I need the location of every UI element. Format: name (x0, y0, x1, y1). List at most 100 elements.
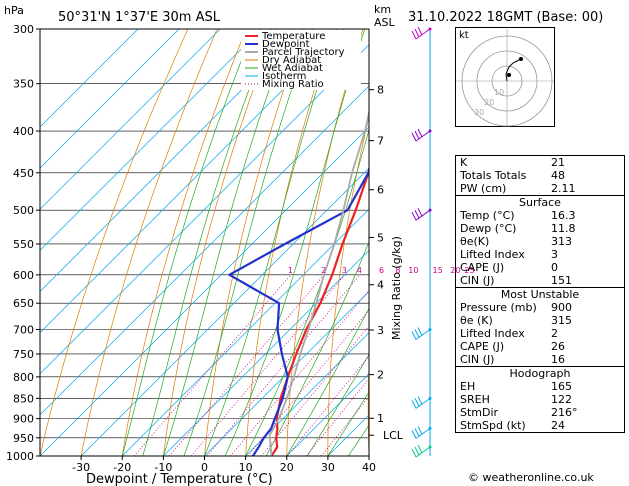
legend-isotherm: Isotherm (262, 71, 306, 82)
forecast-datetime: 31.10.2022 18GMT (Base: 00) (408, 10, 603, 25)
wet-adiabat--5 (183, 29, 313, 456)
isotherm--90 (40, 29, 262, 251)
p-label-1000: 1000 (6, 450, 34, 463)
km-label-3: 3 (377, 324, 384, 337)
legend: Temperature Dewpoint Parcel Trajectory D… (241, 30, 361, 90)
hpa-label: hPa (4, 4, 24, 17)
mixing-label-25: 25 (464, 266, 474, 275)
hodo-stmspd: StmSpd (kt) 24 (460, 419, 565, 432)
km-label-7: 7 (377, 135, 384, 148)
credit-text: © weatheronline.co.uk (468, 471, 594, 484)
p-label-900: 900 (13, 413, 34, 426)
dry-adiabat-30 (327, 115, 369, 456)
dry-adiabat-0 (204, 29, 305, 456)
mixing-label-2: 2 (321, 266, 326, 275)
isotherm--120 (40, 29, 139, 128)
background-lines (40, 29, 450, 456)
mixing-label-6: 6 (379, 266, 384, 275)
surface-thetae: θe(K) 313 (460, 235, 572, 248)
mixing-label-8: 8 (395, 266, 400, 275)
dry-adiabat--20 (121, 29, 247, 456)
wind-barb-500 (411, 207, 431, 221)
wet-adiabat--15 (142, 29, 273, 456)
profiles (227, 108, 369, 456)
km-label-8: 8 (377, 84, 384, 97)
isotherm--50 (40, 85, 369, 416)
surface-temp: Temp (°C) 16.3 (460, 209, 576, 222)
series-temperature (270, 167, 369, 456)
wet-adiabat-20 (286, 307, 369, 456)
wind-barb-850 (411, 396, 431, 409)
x-label-10: 10 (239, 461, 253, 474)
isotherm--70 (40, 29, 344, 334)
isotherm-0 (204, 291, 369, 456)
wet-adiabat--10 (163, 29, 292, 456)
p-label-950: 950 (13, 432, 34, 445)
hodograph: kt 10 20 30 (455, 27, 555, 127)
wet-adiabat-15 (265, 240, 369, 456)
p-label-500: 500 (13, 204, 34, 217)
mixing-label-10: 10 (408, 266, 418, 275)
mu-cin: CIN (J) 16 (460, 353, 565, 366)
wind-barbs (411, 26, 432, 458)
isotherm--100 (40, 29, 221, 210)
p-label-800: 800 (13, 371, 34, 384)
surface-li: Lifted Index 3 (460, 248, 558, 261)
dry-adiabat--10 (163, 29, 276, 456)
mu-li: Lifted Index 2 (460, 327, 558, 340)
lcl-label: LCL (383, 429, 404, 442)
mixing-line-6 (230, 289, 369, 456)
wind-barb-975 (411, 444, 431, 458)
mixing-line-15 (286, 355, 369, 456)
mu-pressure: Pressure (mb) 900 (460, 301, 572, 314)
mixing-label-1: 1 (288, 266, 293, 275)
surface-cin: CIN (J) 151 (460, 274, 572, 287)
x-axis-label: Dewpoint / Temperature (°C) (86, 472, 273, 486)
surface-dewp: Dewp (°C) 11.8 (460, 222, 576, 235)
km-label-4: 4 (377, 279, 384, 292)
x-label--10: -10 (154, 461, 172, 474)
hodo-ring-10: 10 (494, 88, 504, 97)
asl-label: ASL (374, 16, 396, 29)
isotherm--40 (40, 126, 369, 456)
mixing-line-1 (133, 274, 292, 456)
x-label-30: 30 (321, 461, 335, 474)
legend-wet-adiabat: Wet Adiabat (262, 63, 323, 74)
surface-header: Surface (519, 196, 561, 209)
index-k: K 21 (460, 156, 565, 169)
mixing-line-2 (168, 274, 325, 456)
mixing-label-4: 4 (357, 266, 362, 275)
indices-table: K 21 Totals Totals 48 PW (cm) 2.11 Surface … (455, 155, 625, 433)
isotherm--20 (122, 208, 369, 456)
x-label-40: 40 (362, 461, 376, 474)
isotherm--10 (163, 249, 369, 456)
station-location: 50°31'N 1°37'E 30m ASL (58, 10, 221, 25)
p-label-550: 550 (13, 238, 34, 251)
hodo-sreh: SREH 122 (460, 393, 572, 406)
dry-adiabat-10 (245, 29, 335, 456)
p-label-650: 650 (13, 297, 34, 310)
mu-cape: CAPE (J) 26 (460, 340, 565, 353)
isotherm--30 (80, 167, 369, 456)
dry-adiabat-40 (367, 355, 369, 456)
mixing-axis-label: Mixing Ratio (g/kg) (390, 236, 403, 340)
wind-barb-925 (411, 426, 431, 439)
isotherm--60 (40, 44, 369, 375)
dry-adiabat-50 (407, 29, 450, 456)
legend-temperature: Temperature (261, 31, 325, 42)
wind-barb-400 (411, 128, 431, 142)
isotherm--110 (40, 29, 180, 169)
wind-barb-700 (411, 327, 431, 340)
hodo-ring-20: 20 (484, 98, 494, 107)
index-tt: Totals Totals 48 (460, 169, 565, 182)
p-label-700: 700 (13, 324, 34, 337)
hodo-ring-30: 30 (474, 108, 484, 117)
unstable-header: Most Unstable (500, 288, 580, 301)
surface-cape: CAPE (J) 0 (460, 261, 558, 274)
wet-adiabat--20 (121, 29, 255, 456)
mixing-label-15: 15 (433, 266, 443, 275)
km-label-2: 2 (377, 369, 384, 382)
p-label-450: 450 (13, 167, 34, 180)
hodograph-trace (505, 58, 522, 82)
wet-adiabat-30 (327, 391, 369, 456)
